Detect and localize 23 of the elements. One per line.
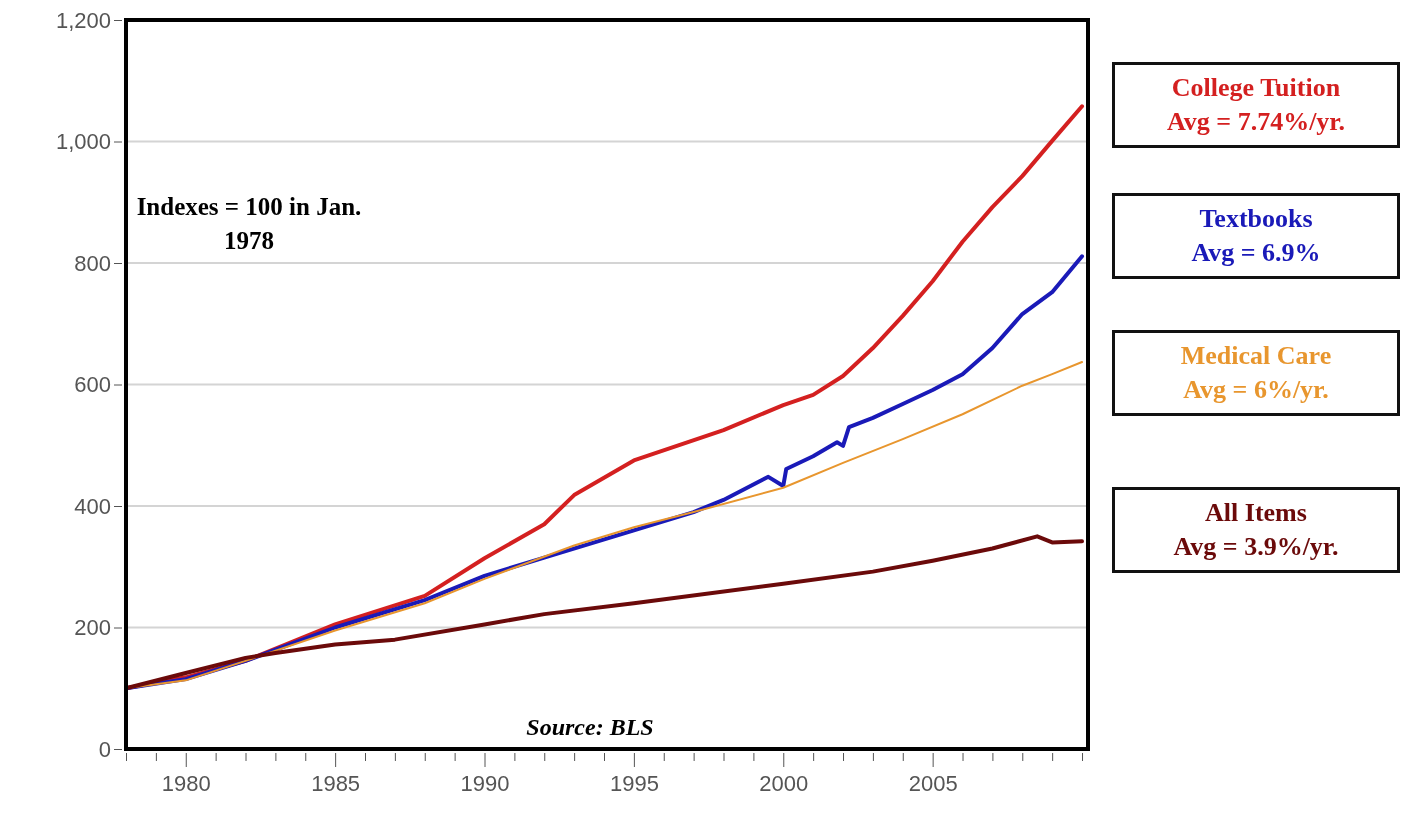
text: Avg = 7.74%/yr. bbox=[1165, 105, 1346, 138]
y-tick-label: 200 bbox=[74, 615, 111, 641]
x-tick-label: 2005 bbox=[908, 770, 958, 796]
x-tick-label: 1995 bbox=[609, 770, 659, 796]
y-tick-label: 0 bbox=[98, 736, 111, 762]
annotation: Source: BLS bbox=[525, 714, 655, 741]
y-tick-label: 800 bbox=[74, 250, 111, 276]
annotation: Indexes = 100 in Jan. 1978 bbox=[135, 192, 363, 256]
x-tick-label: 1985 bbox=[311, 770, 361, 796]
text: Textbooks bbox=[1198, 203, 1314, 235]
x-tick-label: 1990 bbox=[460, 770, 510, 796]
y-tick-label: 600 bbox=[74, 372, 111, 398]
text: College Tuition bbox=[1170, 72, 1342, 104]
text: Avg = 6%/yr. bbox=[1182, 373, 1330, 406]
y-tick-label: 1,000 bbox=[55, 129, 111, 155]
y-tick-label: 400 bbox=[74, 493, 111, 519]
text: Medical Care bbox=[1179, 340, 1333, 372]
x-tick-label: 1980 bbox=[161, 770, 211, 796]
y-tick-label: 1,200 bbox=[55, 7, 111, 33]
text: All Items bbox=[1204, 497, 1308, 529]
text: Avg = 3.9%/yr. bbox=[1172, 530, 1340, 563]
text: Avg = 6.9% bbox=[1190, 236, 1322, 269]
x-tick-label: 2000 bbox=[759, 770, 809, 796]
